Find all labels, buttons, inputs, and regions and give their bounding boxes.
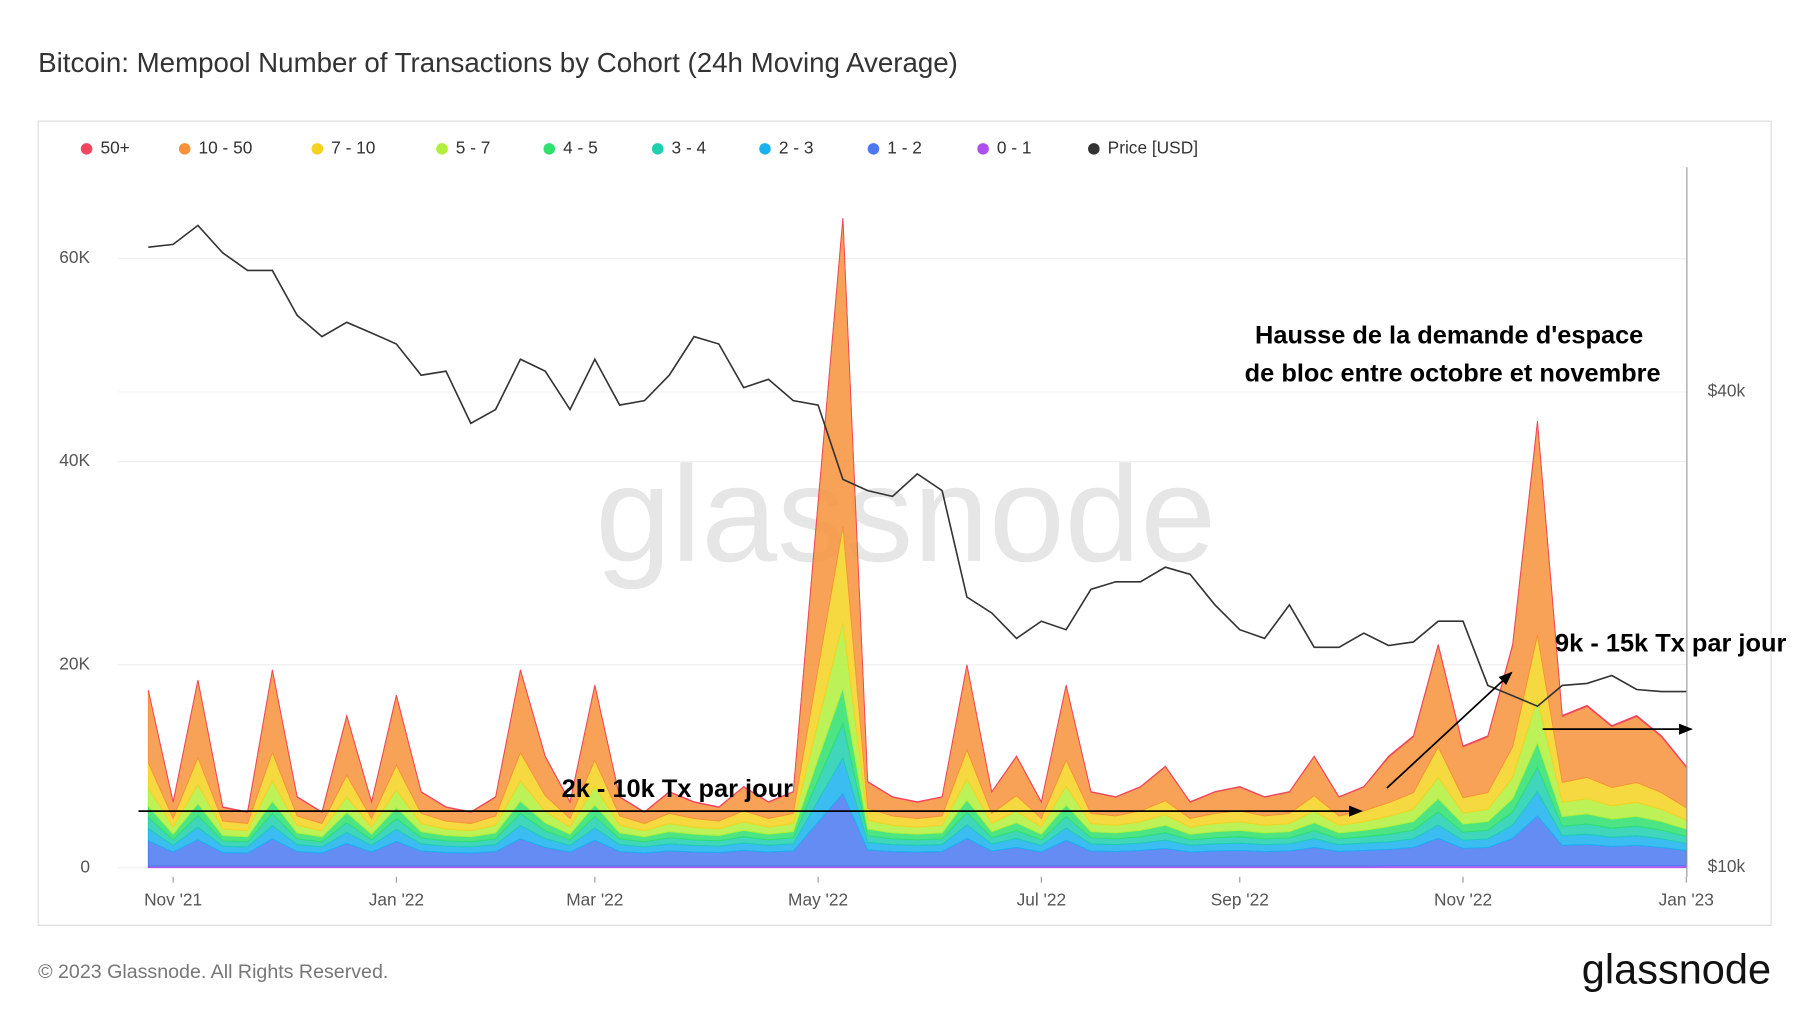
x-tick-label: Jan '23 [1659, 890, 1714, 910]
chart-frame [37, 120, 1772, 926]
x-tick-label: Nov '21 [144, 890, 202, 910]
legend-label: 1 - 2 [887, 137, 922, 157]
legend-label: 10 - 50 [199, 137, 253, 157]
legend-item[interactable]: 5 - 7 [436, 137, 490, 157]
annotation: 2k - 10k Tx par jour [562, 775, 793, 803]
y-tick-label: 20K [59, 653, 90, 673]
legend-item[interactable]: 50+ [80, 137, 130, 157]
legend-swatch [178, 143, 191, 155]
y-tick-label: 60K [59, 247, 90, 267]
legend-swatch [867, 143, 880, 155]
annotation: de bloc entre octobre et novembre [1245, 360, 1661, 388]
legend-label: Price [USD] [1108, 137, 1198, 157]
annotation: Hausse de la demande d'espace [1255, 322, 1643, 350]
x-tick-label: Jul '22 [1017, 890, 1066, 910]
legend-item[interactable]: Price [USD] [1088, 137, 1198, 157]
legend-swatch [436, 143, 448, 155]
chart-title: Bitcoin: Mempool Number of Transactions … [38, 47, 958, 78]
legend-label: 5 - 7 [456, 137, 491, 157]
legend-item[interactable]: 7 - 10 [311, 137, 376, 157]
legend-swatch [1088, 143, 1100, 155]
y-tick-label: 0 [80, 856, 90, 876]
legend-item[interactable]: 4 - 5 [543, 137, 598, 157]
legend-item[interactable]: 1 - 2 [867, 137, 922, 157]
y-tick-label: 40K [59, 450, 90, 470]
x-tick-label: May '22 [788, 890, 848, 910]
x-tick-label: Sep '22 [1211, 890, 1269, 910]
logo: glassnode [1582, 946, 1771, 993]
y2-tick-label: $10k [1708, 856, 1746, 876]
price-line [148, 224, 1687, 708]
legend-item[interactable]: 0 - 1 [977, 137, 1032, 157]
legend-item[interactable]: 10 - 50 [178, 137, 253, 157]
y2-tick-label: $40k [1708, 381, 1746, 401]
legend-label: 4 - 5 [563, 137, 598, 157]
legend-item[interactable]: 2 - 3 [759, 137, 813, 157]
footer: © 2023 Glassnode. All Rights Reserved. [38, 961, 388, 983]
annotation: 9k - 15k Tx par jour [1555, 630, 1786, 658]
legend-swatch [80, 143, 93, 155]
legend-swatch [311, 143, 324, 155]
x-tick-label: Jan '22 [369, 890, 424, 910]
legend-swatch [651, 143, 664, 155]
x-tick-label: Nov '22 [1434, 890, 1492, 910]
legend-label: 7 - 10 [331, 137, 375, 157]
legend-label: 3 - 4 [672, 137, 707, 157]
legend-label: 2 - 3 [779, 137, 814, 157]
legend-swatch [543, 143, 556, 155]
legend-swatch [977, 143, 989, 155]
watermark: glassnode [595, 438, 1216, 590]
legend-swatch [759, 143, 771, 155]
legend-label: 50+ [100, 137, 129, 157]
legend-item[interactable]: 3 - 4 [651, 137, 707, 157]
arrow [1386, 671, 1513, 789]
legend-label: 0 - 1 [997, 137, 1032, 157]
x-tick-label: Mar '22 [566, 890, 623, 910]
